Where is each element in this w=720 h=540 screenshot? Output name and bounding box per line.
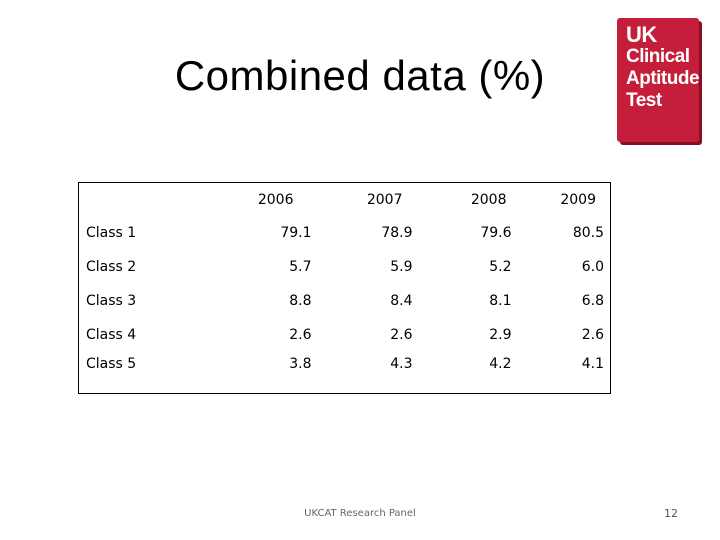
table-row: Class 3 8.8 8.4 8.1 6.8 bbox=[78, 284, 611, 318]
page-number: 12 bbox=[664, 507, 678, 520]
table-cell: 2.6 bbox=[289, 327, 312, 343]
row-label: Class 1 bbox=[78, 216, 217, 250]
table-cell: 6.8 bbox=[517, 284, 611, 318]
table-cell: 6.0 bbox=[517, 250, 611, 284]
row-label: Class 5 bbox=[78, 352, 217, 394]
table-header-cell: 2006 bbox=[216, 182, 318, 216]
table-cell: 2.6 bbox=[517, 318, 611, 352]
table-cell: 80.5 bbox=[517, 216, 611, 250]
table-cell: 4.3 bbox=[317, 352, 419, 394]
table-cell: 2.9 bbox=[489, 327, 512, 343]
table-row: Class 1 79.1 78.9 79.6 80.5 bbox=[78, 216, 611, 250]
table-cell: 8.4 bbox=[390, 293, 413, 309]
logo-line: Aptitude bbox=[626, 68, 700, 89]
table-cell: 78.9 bbox=[381, 225, 413, 241]
table-cell: 4.2 bbox=[418, 352, 518, 394]
ukcat-logo: UK Clinical Aptitude Test bbox=[617, 18, 700, 142]
table-cell: 8.8 bbox=[289, 293, 312, 309]
data-table: 2006 2007 2008 2009 Class 1 79.1 78.9 79… bbox=[78, 182, 611, 394]
table-header-cell: 2007 bbox=[317, 182, 419, 216]
slide-title: Combined data (%) bbox=[174, 52, 546, 99]
logo-line: UK bbox=[626, 22, 657, 47]
row-label: Class 2 bbox=[78, 250, 217, 284]
table-cell: 5.7 bbox=[289, 259, 312, 275]
table-cell: 79.6 bbox=[480, 225, 512, 241]
table-cell: 2.6 bbox=[390, 327, 413, 343]
table-cell: 4.1 bbox=[517, 352, 611, 394]
table-row: Class 4 2.6 2.6 2.9 2.6 bbox=[78, 318, 611, 352]
table-row: Class 2 5.7 5.9 5.2 6.0 bbox=[78, 250, 611, 284]
table-header-cell: 2008 bbox=[418, 182, 518, 216]
table-header-cell bbox=[78, 182, 217, 216]
logo-line: Clinical bbox=[626, 46, 690, 67]
table-cell: 3.8 bbox=[216, 352, 318, 394]
footer-text: UKCAT Research Panel bbox=[304, 508, 416, 519]
table-header-row: 2006 2007 2008 2009 bbox=[78, 182, 611, 216]
table-cell: 79.1 bbox=[280, 225, 312, 241]
table-cell: 8.1 bbox=[489, 293, 512, 309]
row-label: Class 3 bbox=[78, 284, 217, 318]
row-label: Class 4 bbox=[78, 318, 217, 352]
table-row: Class 5 3.8 4.3 4.2 4.1 bbox=[78, 352, 611, 394]
table-header-cell: 2009 bbox=[517, 182, 611, 216]
table-cell: 5.9 bbox=[390, 259, 413, 275]
table-cell: 5.2 bbox=[489, 259, 512, 275]
logo-line: Test bbox=[626, 90, 662, 111]
